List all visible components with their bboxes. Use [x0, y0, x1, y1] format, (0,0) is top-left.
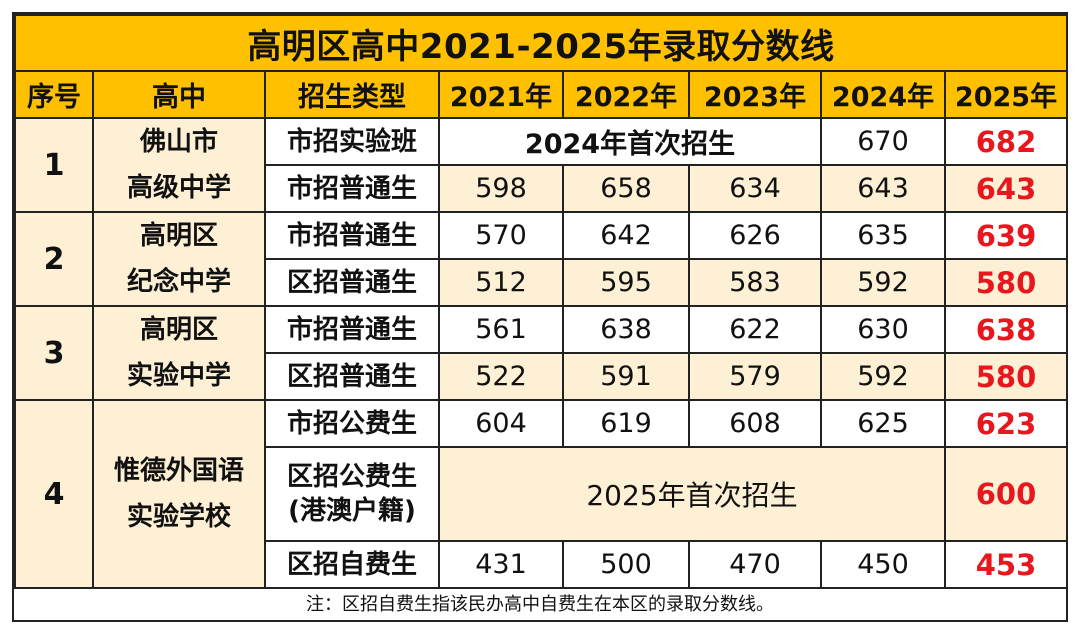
header-2022: 2022年	[562, 70, 690, 119]
school-index: 4	[14, 399, 94, 589]
table-row: 市招普通生 598 658 634 643 643	[15, 164, 1068, 213]
header-school: 高中	[92, 70, 266, 119]
admission-type: 市招实验班	[264, 117, 440, 166]
school-index: 1	[14, 117, 94, 213]
score-2024: 625	[820, 399, 946, 448]
school-index: 2	[14, 211, 94, 307]
admission-type: 区招普通生	[264, 258, 440, 307]
score-2025: 580	[944, 258, 1068, 307]
score-2023: 608	[688, 399, 822, 448]
score-2024: 643	[820, 164, 946, 213]
score-2022: 642	[562, 211, 690, 260]
score-table: 高明区高中2021-2025年录取分数线 序号 高中 招生类型 2021年 20…	[14, 14, 1068, 589]
school-name-line2: 实验学校	[126, 502, 231, 532]
score-2024: 592	[820, 258, 946, 307]
score-2025: 643	[944, 164, 1068, 213]
header-2025: 2025年	[944, 70, 1068, 119]
school-name: 高明区 实验中学	[92, 305, 266, 401]
admission-type: 市招公费生	[264, 399, 440, 448]
table-title: 高明区高中2021-2025年录取分数线	[14, 14, 1068, 72]
score-2025: 623	[944, 399, 1068, 448]
score-2022: 591	[562, 352, 690, 401]
score-2025: 580	[944, 352, 1068, 401]
school-name-line2: 纪念中学	[126, 267, 231, 297]
score-2022: 595	[562, 258, 690, 307]
score-2023: 634	[688, 164, 822, 213]
header-type: 招生类型	[264, 70, 440, 119]
admission-type-line2: (港澳户籍)	[288, 496, 416, 526]
school-name-line1: 佛山市	[139, 127, 218, 157]
school-name: 高明区 纪念中学	[92, 211, 266, 307]
score-2021: 598	[438, 164, 564, 213]
school-name-line1: 高明区	[139, 221, 218, 251]
header-index: 序号	[14, 70, 94, 119]
school-name-line2: 实验中学	[126, 361, 231, 391]
score-2022: 638	[562, 305, 690, 354]
admission-type: 市招普通生	[264, 211, 440, 260]
score-2021: 512	[438, 258, 564, 307]
score-table-frame: 高明区高中2021-2025年录取分数线 序号 高中 招生类型 2021年 20…	[12, 12, 1068, 622]
table-row: 区招公费生 (港澳户籍) 2025年首次招生 600	[15, 446, 1068, 542]
table-row: 区招普通生 522 591 579 592 580	[15, 352, 1068, 401]
first-enrollment-note: 2025年首次招生	[438, 446, 946, 542]
school-name-line1: 高明区	[139, 315, 218, 345]
admission-type: 区招普通生	[264, 352, 440, 401]
header-row: 序号 高中 招生类型 2021年 2022年 2023年 2024年 2025年	[14, 70, 1068, 119]
table-row: 4 惟德外国语 实验学校 市招公费生 604 619 608 625 623	[14, 399, 1068, 589]
score-2021: 561	[438, 305, 564, 354]
score-2025: 682	[944, 117, 1068, 166]
score-2023: 583	[688, 258, 822, 307]
school-name-line1: 惟德外国语	[113, 456, 244, 486]
score-2025: 600	[944, 446, 1068, 542]
score-2022: 500	[562, 540, 690, 589]
school-name-line2: 高级中学	[126, 173, 231, 203]
score-2024: 630	[820, 305, 946, 354]
admission-type-line1: 区招公费生	[286, 462, 417, 492]
table-row: 区招普通生 512 595 583 592 580	[15, 258, 1068, 307]
table-row: 2 高明区 纪念中学 市招普通生 570 642 626 635 639	[14, 211, 1068, 307]
score-2024: 635	[820, 211, 946, 260]
school-index: 3	[14, 305, 94, 401]
table-row: 3 高明区 实验中学 市招普通生 561 638 622 630 638	[14, 305, 1068, 401]
score-2021: 570	[438, 211, 564, 260]
score-2023: 579	[688, 352, 822, 401]
admission-type: 市招普通生	[264, 164, 440, 213]
first-enrollment-note: 2024年首次招生	[438, 117, 822, 166]
score-2024: 592	[820, 352, 946, 401]
score-2022: 619	[562, 399, 690, 448]
score-2022: 658	[562, 164, 690, 213]
admission-type: 区招公费生 (港澳户籍)	[264, 446, 440, 542]
score-2023: 622	[688, 305, 822, 354]
score-2024: 670	[820, 117, 946, 166]
admission-type: 市招普通生	[264, 305, 440, 354]
score-2021: 431	[438, 540, 564, 589]
score-2024: 450	[820, 540, 946, 589]
score-2025: 638	[944, 305, 1068, 354]
score-2021: 522	[438, 352, 564, 401]
score-2025: 639	[944, 211, 1068, 260]
school-name: 佛山市 高级中学	[92, 117, 266, 213]
school-name: 惟德外国语 实验学校	[92, 399, 266, 589]
header-2024: 2024年	[820, 70, 946, 119]
score-2021: 604	[438, 399, 564, 448]
table-row: 区招自费生 431 500 470 450 453	[15, 540, 1068, 589]
admission-type: 区招自费生	[264, 540, 440, 589]
table-row: 1 佛山市 高级中学 市招实验班 2024年首次招生 670 682	[14, 117, 1068, 213]
score-2023: 470	[688, 540, 822, 589]
header-2023: 2023年	[688, 70, 822, 119]
header-2021: 2021年	[438, 70, 564, 119]
score-2023: 626	[688, 211, 822, 260]
score-2025: 453	[944, 540, 1068, 589]
footnote: 注：区招自费生指该民办高中自费生在本区的录取分数线。	[14, 589, 1066, 620]
